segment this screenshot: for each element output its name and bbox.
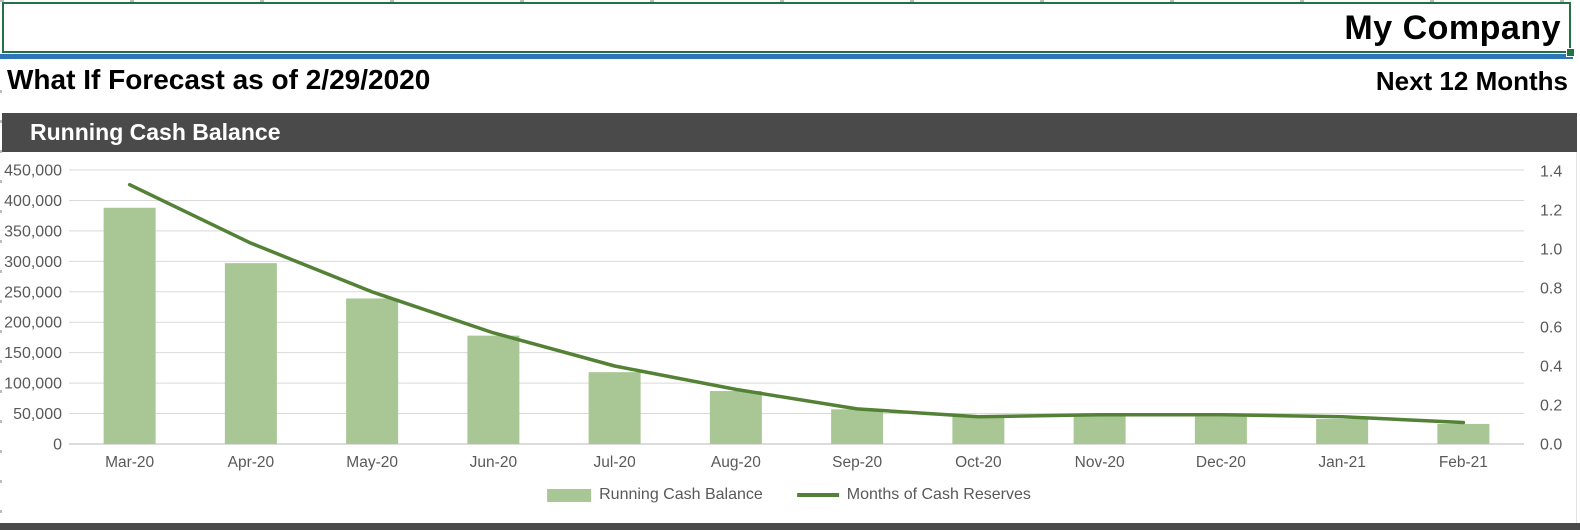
cell-selection-handle[interactable] xyxy=(1566,48,1575,57)
right-axis-tick-label: 0.8 xyxy=(1540,281,1562,298)
bar-Oct-20 xyxy=(952,416,1005,444)
left-axis-tick-label: 450,000 xyxy=(4,163,62,180)
x-axis-label: Mar-20 xyxy=(105,454,154,471)
right-axis-tick-label: 0.4 xyxy=(1540,359,1562,376)
left-axis-tick-label: 300,000 xyxy=(4,254,62,271)
legend-label: Running Cash Balance xyxy=(599,486,763,503)
x-axis-label: May-20 xyxy=(346,454,398,471)
legend-label: Months of Cash Reserves xyxy=(846,486,1031,503)
chart-region: 0 50,000 100,000 150,000 200,000 250,000 300,0… xyxy=(2,152,1577,523)
right-axis-tick-label: 0.2 xyxy=(1540,398,1562,415)
bar-Sep-20 xyxy=(831,409,884,444)
right-axis-tick-label: 0.6 xyxy=(1540,320,1562,337)
left-axis-tick-label: 400,000 xyxy=(4,193,62,210)
bar-Nov-20 xyxy=(1073,415,1126,444)
bar-Apr-20 xyxy=(224,263,277,444)
forecast-title: What If Forecast as of 2/29/2020 xyxy=(7,64,431,95)
bar-Feb-21 xyxy=(1437,423,1490,444)
title-row: What If Forecast as of 2/29/2020 Next 12… xyxy=(0,62,1580,102)
bar-series-swatch-icon xyxy=(547,488,592,502)
company-name: My Company xyxy=(1344,9,1561,47)
x-axis-label: Jul-20 xyxy=(594,454,637,471)
bar-Jun-20 xyxy=(467,335,520,444)
next-section-header-edge xyxy=(0,523,1580,530)
bar-Dec-20 xyxy=(1194,416,1247,444)
bar-Mar-20 xyxy=(103,207,156,444)
bar-Jan-21 xyxy=(1316,419,1369,444)
line-series-swatch-icon xyxy=(796,493,839,497)
left-axis-tick-label: 100,000 xyxy=(4,376,62,393)
legend-item-months-of-cash-reserves: Months of Cash Reserves xyxy=(796,486,1031,504)
x-axis-label: Jun-20 xyxy=(470,454,518,471)
x-axis-label: Jan-21 xyxy=(1318,454,1365,471)
left-axis-tick-label: 0 xyxy=(53,437,62,454)
bar-May-20 xyxy=(346,298,399,444)
spreadsheet-row-ticks xyxy=(0,90,2,523)
legend-item-running-cash-balance: Running Cash Balance xyxy=(547,486,763,504)
bar-Jul-20 xyxy=(588,372,641,444)
x-axis-label: Apr-20 xyxy=(228,454,275,471)
x-axis-label: Nov-20 xyxy=(1075,454,1125,471)
left-axis-tick-label: 50,000 xyxy=(13,406,62,423)
x-axis-label: Sep-20 xyxy=(832,454,882,471)
left-axis-tick-label: 150,000 xyxy=(4,345,62,362)
right-axis-tick-label: 1.4 xyxy=(1540,164,1562,181)
spreadsheet-column-ticks xyxy=(0,0,1580,2)
x-axis-label: Feb-21 xyxy=(1439,454,1488,471)
left-axis-tick-label: 200,000 xyxy=(4,315,62,332)
period-label: Next 12 Months xyxy=(1375,66,1568,96)
right-axis-tick-label: 1.2 xyxy=(1540,203,1562,220)
chart-legend: Running Cash Balance Months of Cash Rese… xyxy=(547,486,1031,504)
left-axis-tick-label: 250,000 xyxy=(4,284,62,301)
company-name-cell[interactable]: My Company xyxy=(2,2,1571,53)
section-header-bar: Running Cash Balance xyxy=(2,113,1577,152)
x-axis-label: Oct-20 xyxy=(955,454,1002,471)
right-axis-tick-label: 1.0 xyxy=(1540,242,1562,259)
x-axis-label: Dec-20 xyxy=(1196,454,1246,471)
section-title: Running Cash Balance xyxy=(30,119,281,145)
bar-Aug-20 xyxy=(709,391,762,444)
left-axis-tick-label: 350,000 xyxy=(4,223,62,240)
x-axis-label: Aug-20 xyxy=(711,454,761,471)
reserves-line xyxy=(127,182,1466,425)
cash-balance-chart[interactable]: 0 50,000 100,000 150,000 200,000 250,000 300,0… xyxy=(2,152,1577,523)
right-axis-tick-label: 0.0 xyxy=(1540,437,1562,454)
header-divider xyxy=(0,54,1573,59)
